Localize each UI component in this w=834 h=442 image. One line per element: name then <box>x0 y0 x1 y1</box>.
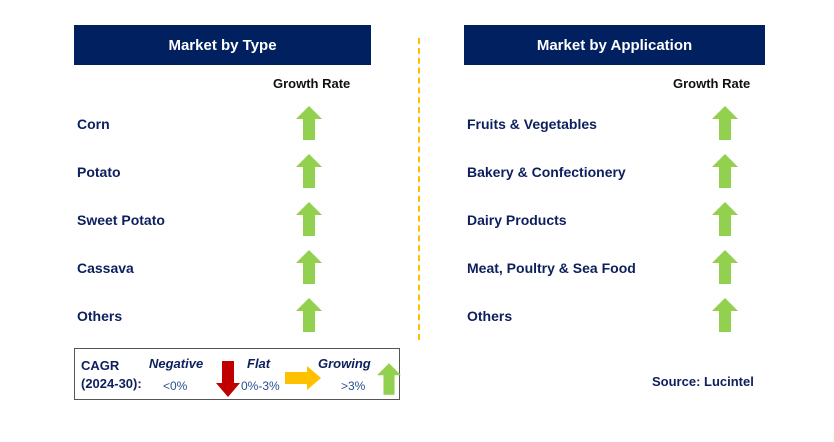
arrow-up-icon <box>712 298 738 332</box>
cagr-period: (2024-30): <box>81 376 142 391</box>
arrow-up-icon <box>377 363 401 395</box>
market-by-type-header: Market by Type <box>74 25 371 65</box>
arrow-up-icon <box>296 250 322 284</box>
legend-negative-label: Negative <box>149 356 204 371</box>
arrow-down-icon <box>216 361 240 397</box>
legend-flat-label: Flat <box>247 356 271 371</box>
arrow-up-icon <box>296 298 322 332</box>
type-item-label: Potato <box>77 164 121 180</box>
type-item-label: Corn <box>77 116 110 132</box>
cagr-legend: CAGR (2024-30): Negative <0% Flat 0%-3% G… <box>74 348 401 400</box>
market-by-application-header: Market by Application <box>464 25 765 65</box>
type-item-label: Cassava <box>77 260 134 276</box>
application-item-label: Others <box>467 308 513 324</box>
arrow-up-icon <box>296 106 322 140</box>
legend-growing-value: >3% <box>341 379 366 393</box>
application-item-label: Dairy Products <box>467 212 567 228</box>
cagr-label: CAGR (2024-30): <box>81 357 142 393</box>
arrow-right-icon <box>285 366 321 390</box>
legend-flat-value: 0%-3% <box>241 379 280 393</box>
arrow-up-icon <box>712 106 738 140</box>
growth-rate-header-left: Growth Rate <box>273 76 351 91</box>
source-label: Source: Lucintel <box>652 374 754 389</box>
cagr-title: CAGR <box>81 358 120 373</box>
type-item-label: Sweet Potato <box>77 212 165 228</box>
panel-divider <box>418 38 420 340</box>
application-item-label: Bakery & Confectionery <box>467 164 626 180</box>
arrow-up-icon <box>712 154 738 188</box>
arrow-up-icon <box>712 202 738 236</box>
arrow-up-icon <box>296 154 322 188</box>
application-item-label: Fruits & Vegetables <box>467 116 597 132</box>
growth-rate-header-right: Growth Rate <box>673 76 751 91</box>
application-item-label: Meat, Poultry & Sea Food <box>467 260 636 276</box>
type-item-label: Others <box>77 308 123 324</box>
legend-growing-label: Growing <box>318 356 371 371</box>
legend-negative-value: <0% <box>163 379 188 393</box>
arrow-up-icon <box>296 202 322 236</box>
arrow-up-icon <box>712 250 738 284</box>
